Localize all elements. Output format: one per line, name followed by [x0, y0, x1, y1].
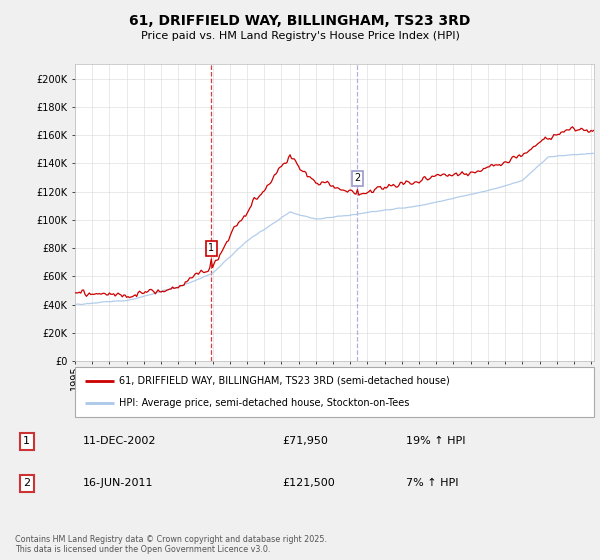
Text: 16-JUN-2011: 16-JUN-2011	[83, 478, 153, 488]
Text: £121,500: £121,500	[283, 478, 335, 488]
Text: 1: 1	[208, 243, 214, 253]
Text: HPI: Average price, semi-detached house, Stockton-on-Tees: HPI: Average price, semi-detached house,…	[119, 398, 409, 408]
Text: 61, DRIFFIELD WAY, BILLINGHAM, TS23 3RD: 61, DRIFFIELD WAY, BILLINGHAM, TS23 3RD	[130, 14, 470, 28]
Text: 11-DEC-2002: 11-DEC-2002	[83, 436, 156, 446]
Text: 2: 2	[355, 173, 361, 183]
Text: £71,950: £71,950	[283, 436, 328, 446]
Text: 19% ↑ HPI: 19% ↑ HPI	[406, 436, 466, 446]
Text: Contains HM Land Registry data © Crown copyright and database right 2025.
This d: Contains HM Land Registry data © Crown c…	[15, 535, 327, 554]
Text: 2: 2	[23, 478, 30, 488]
Text: 61, DRIFFIELD WAY, BILLINGHAM, TS23 3RD (semi-detached house): 61, DRIFFIELD WAY, BILLINGHAM, TS23 3RD …	[119, 376, 450, 386]
Text: 1: 1	[23, 436, 30, 446]
Text: 7% ↑ HPI: 7% ↑ HPI	[406, 478, 458, 488]
Text: Price paid vs. HM Land Registry's House Price Index (HPI): Price paid vs. HM Land Registry's House …	[140, 31, 460, 41]
